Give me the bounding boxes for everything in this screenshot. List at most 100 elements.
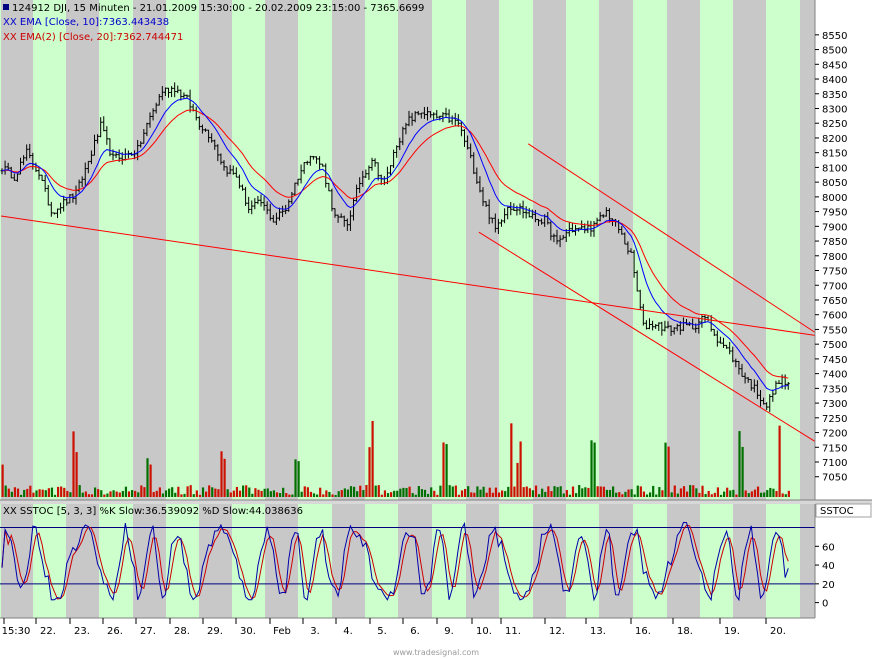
volume-bar	[467, 486, 470, 497]
volume-bar	[760, 492, 763, 497]
price-tick-label: 8500	[822, 46, 847, 57]
volume-bar	[602, 486, 605, 497]
volume-bar	[633, 494, 636, 497]
volume-bar	[510, 423, 513, 497]
price-tick-label: 7250	[822, 414, 847, 425]
volume-bar	[460, 490, 464, 497]
volume-bar	[124, 486, 128, 497]
price-tick-label: 8400	[822, 75, 847, 86]
volume-bar	[686, 491, 689, 497]
volume-bar	[325, 490, 328, 497]
volume-bar	[90, 494, 94, 497]
volume-bar	[257, 489, 260, 497]
volume-bar	[707, 490, 710, 497]
volume-bar	[494, 487, 498, 497]
volume-bar	[4, 485, 7, 497]
volume-bar	[393, 490, 396, 497]
ema20-legend[interactable]: XX EMA(2) [Close, 20]:7362.744471	[3, 32, 183, 43]
volume-bar	[556, 487, 559, 497]
time-axis: 15:30 22. 23. 26. 27. 28. 29. 30. Feb 3. 4. 5. 6. 9. 1…	[2, 618, 786, 637]
volume-bar	[578, 485, 581, 497]
volume-bar	[673, 485, 676, 497]
volume-bar	[575, 493, 578, 497]
volume-bar	[756, 486, 760, 497]
volume-bar	[661, 490, 664, 497]
volume-bar	[328, 491, 331, 497]
price-tick-label: 7150	[822, 443, 847, 454]
volume-bar	[57, 486, 60, 497]
volume-bar	[402, 487, 405, 497]
volume-bar	[750, 491, 753, 497]
price-tick-label: 8250	[822, 119, 847, 130]
volume-bar	[87, 494, 91, 497]
price-tick-label: 7750	[822, 267, 847, 278]
volume-bar	[291, 494, 294, 497]
volume-bar	[377, 485, 380, 497]
volume-bar	[772, 488, 775, 497]
price-axis: 7050 7100 7150 7200 7250 7300 7350 7400 7450 7500…	[815, 31, 847, 484]
volume-bar	[106, 493, 109, 497]
osc-tick-label: 40	[822, 561, 835, 572]
volume-bar	[365, 485, 368, 497]
price-tick-label: 7400	[822, 370, 847, 381]
volume-bar	[294, 459, 297, 497]
time-tick-label: 29.	[207, 626, 223, 637]
sstoc-tab[interactable]	[815, 503, 872, 518]
volume-bar	[550, 491, 553, 497]
volume-bar	[115, 491, 118, 497]
volume-bar	[269, 491, 272, 497]
time-tick-label: 28.	[174, 626, 190, 637]
volume-bar	[747, 493, 750, 497]
volume-bar	[374, 485, 377, 497]
sstoc-legend[interactable]: XX SSTOC [5, 3, 3] %K Slow:36.539092 %D …	[3, 506, 303, 517]
volume-bar	[652, 485, 655, 497]
volume-bar	[205, 491, 208, 497]
volume-bar	[713, 492, 716, 497]
volume-bar	[405, 488, 408, 497]
price-tick-label: 7550	[822, 325, 847, 336]
session-band	[800, 0, 815, 618]
price-tick-label: 7050	[822, 473, 847, 484]
volume-bar	[69, 492, 72, 497]
volume-histogram	[1, 420, 790, 497]
volume-bar	[319, 487, 322, 497]
volume-bar	[186, 486, 189, 497]
volume-bar	[272, 490, 276, 497]
volume-bar	[501, 490, 504, 497]
volume-bar	[334, 494, 337, 497]
volume-bar	[559, 486, 562, 497]
volume-bar	[13, 487, 17, 497]
volume-bar	[741, 446, 744, 497]
volume-bar	[658, 487, 661, 497]
volume-bar	[587, 487, 590, 497]
volume-bar	[303, 486, 306, 497]
volume-bar	[84, 491, 87, 497]
volume-bar	[316, 494, 319, 497]
volume-bar	[726, 487, 729, 497]
volume-bar	[753, 489, 757, 497]
k-slow-line	[1, 521, 789, 602]
volume-bar	[263, 488, 266, 497]
volume-bar	[109, 491, 112, 497]
volume-bar	[7, 488, 10, 497]
sstoc-tab-label: SSTOC	[820, 506, 854, 517]
trendline	[478, 231, 816, 442]
volume-bar	[590, 440, 593, 497]
volume-bar	[698, 492, 701, 497]
ema10-legend[interactable]: XX EMA [Close, 10]:7363.443438	[3, 17, 169, 28]
session-band	[298, 0, 332, 618]
volume-bar	[198, 494, 202, 497]
volume-bar	[562, 493, 565, 497]
volume-bar	[612, 486, 615, 497]
price-tick-label: 7350	[822, 384, 847, 395]
volume-bar	[214, 488, 217, 497]
time-tick-label: 10.	[476, 626, 492, 637]
volume-bar	[636, 485, 639, 497]
volume-bar	[649, 492, 652, 497]
volume-bar	[479, 489, 482, 497]
time-tick-label: 16.	[635, 626, 651, 637]
time-tick-label: 12.	[549, 626, 565, 637]
ema20-line	[1, 109, 789, 379]
volume-bar	[383, 490, 387, 497]
